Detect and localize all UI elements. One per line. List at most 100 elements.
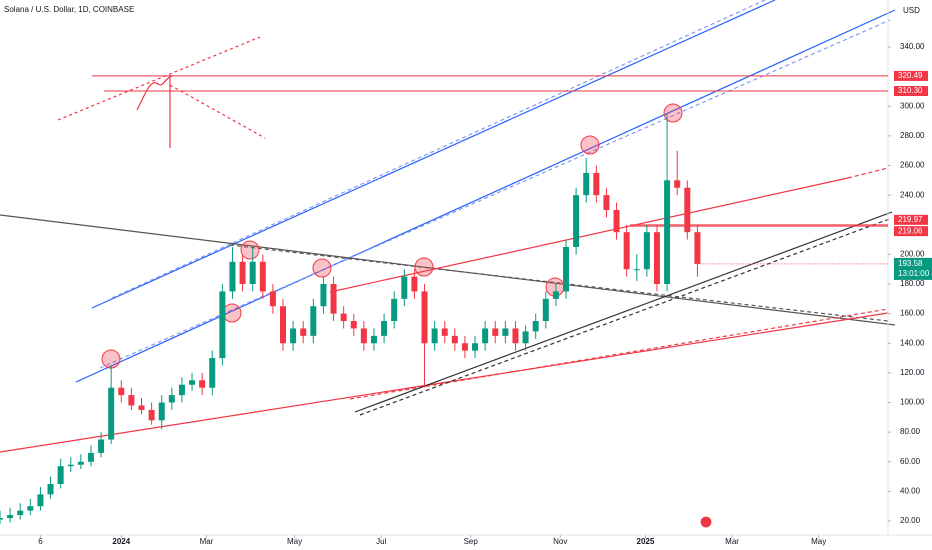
highlight-circle	[240, 240, 260, 260]
candle-body	[563, 246, 570, 292]
candle-body	[472, 343, 479, 351]
candle-body	[138, 405, 145, 410]
candle-body	[178, 384, 185, 396]
channel-line	[111, 0, 766, 299]
chart-title: Solana / U.S. Dollar, 1D, COINBASE	[4, 5, 134, 14]
candle-body	[320, 284, 327, 307]
highlight-circle	[663, 103, 683, 123]
y-tick-label: 180.00	[900, 279, 925, 288]
candle-body	[189, 380, 196, 385]
candle-body	[542, 298, 549, 322]
level-tag-label: 219.97	[898, 215, 923, 224]
highlight-circle	[414, 257, 434, 277]
candle-body	[259, 261, 266, 292]
y-tick-label: 80.00	[900, 427, 921, 436]
candle-body	[148, 409, 155, 421]
x-tick-label: Nov	[553, 537, 567, 546]
candle-body	[623, 232, 630, 270]
candle-body	[451, 335, 458, 344]
candle-body	[27, 506, 34, 511]
candle-body	[219, 291, 226, 359]
candle-body	[603, 195, 610, 210]
candle-body	[98, 439, 105, 453]
currency: USD	[903, 6, 920, 15]
candle-body	[643, 232, 650, 270]
y-tick-label: 300.00	[900, 101, 925, 110]
candle-body	[57, 466, 64, 484]
y-tick-label: 240.00	[900, 190, 925, 199]
x-tick-label: Mar	[200, 537, 214, 546]
candle-body	[67, 464, 74, 467]
level-tag-label: 310.30	[898, 86, 923, 95]
candle-body	[502, 328, 509, 336]
sketch-line	[57, 36, 261, 121]
candle-body	[522, 331, 529, 344]
candle-body	[573, 195, 580, 247]
candle-body	[492, 328, 499, 336]
channel-line	[75, 9, 896, 383]
trend-line	[329, 177, 849, 293]
candle-body	[360, 328, 367, 344]
candle-body	[633, 269, 640, 271]
x-tick-label: 2025	[637, 537, 655, 546]
candle-body	[0, 518, 3, 520]
candle-body	[77, 461, 84, 465]
candle-body	[128, 395, 135, 406]
candle-body	[532, 321, 539, 332]
candle-body	[199, 380, 206, 388]
candle-body	[330, 284, 337, 314]
y-tick-label: 60.00	[900, 457, 921, 466]
candle-body	[664, 180, 671, 285]
candle-body	[421, 291, 428, 344]
level-tag-label: 320.49	[898, 71, 923, 80]
highlight-circle	[222, 303, 242, 323]
highlight-circle	[101, 349, 121, 369]
sketch-curve	[136, 75, 173, 111]
candle-body	[350, 321, 357, 329]
candle-body	[552, 291, 559, 299]
candle-body	[310, 306, 317, 336]
y-tick-label: 340.00	[900, 42, 925, 51]
candle-body	[401, 276, 408, 299]
candle-body	[300, 328, 307, 336]
candle-body	[209, 358, 216, 388]
sketch-line	[169, 84, 266, 139]
level-tag	[894, 86, 928, 97]
highlight-circle	[312, 258, 332, 278]
y-tick-label: 200.00	[900, 250, 925, 259]
x-tick-label: 2024	[112, 537, 130, 546]
y-tick-label: 260.00	[900, 161, 925, 170]
candle-body	[7, 515, 14, 519]
candle-body	[158, 402, 165, 421]
drawings	[0, 0, 896, 529]
candle-body	[118, 387, 125, 396]
x-tick-label: 6	[38, 537, 43, 546]
channel-line	[91, 0, 776, 309]
candle-body	[37, 494, 44, 507]
x-tick-label: May	[287, 537, 302, 546]
candle-body	[684, 187, 691, 233]
y-tick-label: 20.00	[900, 516, 921, 525]
event-icon[interactable]	[699, 515, 713, 529]
x-tick-label: Sep	[464, 537, 479, 546]
candle-body	[461, 343, 468, 351]
candle-body	[168, 395, 175, 403]
candle-body	[583, 172, 590, 196]
candle-body	[340, 313, 347, 322]
y-tick-label: 120.00	[900, 368, 925, 377]
trend-line	[354, 211, 893, 413]
candle-body	[249, 261, 256, 285]
candle-body	[441, 328, 448, 336]
candle-body	[280, 306, 287, 344]
y-tick-label: 100.00	[900, 398, 925, 407]
candle-body	[482, 328, 489, 344]
candle-body	[674, 180, 681, 188]
candle-body	[17, 510, 24, 516]
level-tag	[894, 214, 928, 225]
y-tick-label: 280.00	[900, 131, 925, 140]
candle-body	[381, 321, 388, 336]
candle-body	[391, 298, 398, 322]
y-tick-label: 160.00	[900, 309, 925, 318]
